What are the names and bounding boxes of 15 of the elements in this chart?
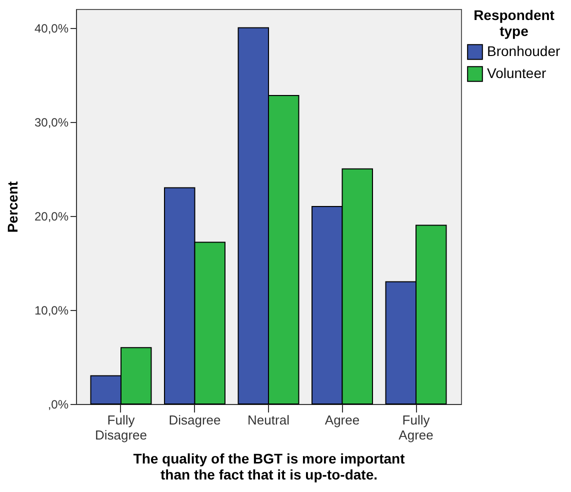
legend-title: Respondent type [474, 7, 555, 39]
legend-label: Bronhouder [487, 43, 561, 59]
y-tick-label: 10,0% [34, 303, 69, 318]
x-tick-label: Neutral [248, 412, 290, 428]
y-tick-label: 40,0% [34, 21, 69, 36]
x-tick-label: Agree [324, 412, 360, 428]
y-axis-title: Percent [4, 180, 20, 233]
y-tick-label: 20,0% [34, 209, 69, 224]
x-tick-label: Fully Agree [398, 412, 434, 442]
x-axis-title: The quality of the BGT is more important than the fact that it is up-to-date. [133, 450, 406, 482]
x-tick-label: Fully Disagree [94, 412, 148, 442]
x-tick-label: Disagree [168, 412, 221, 428]
y-tick-label: ,0% [48, 398, 69, 412]
y-tick-label: 30,0% [34, 115, 69, 130]
legend-label: Volunteer [487, 65, 546, 81]
